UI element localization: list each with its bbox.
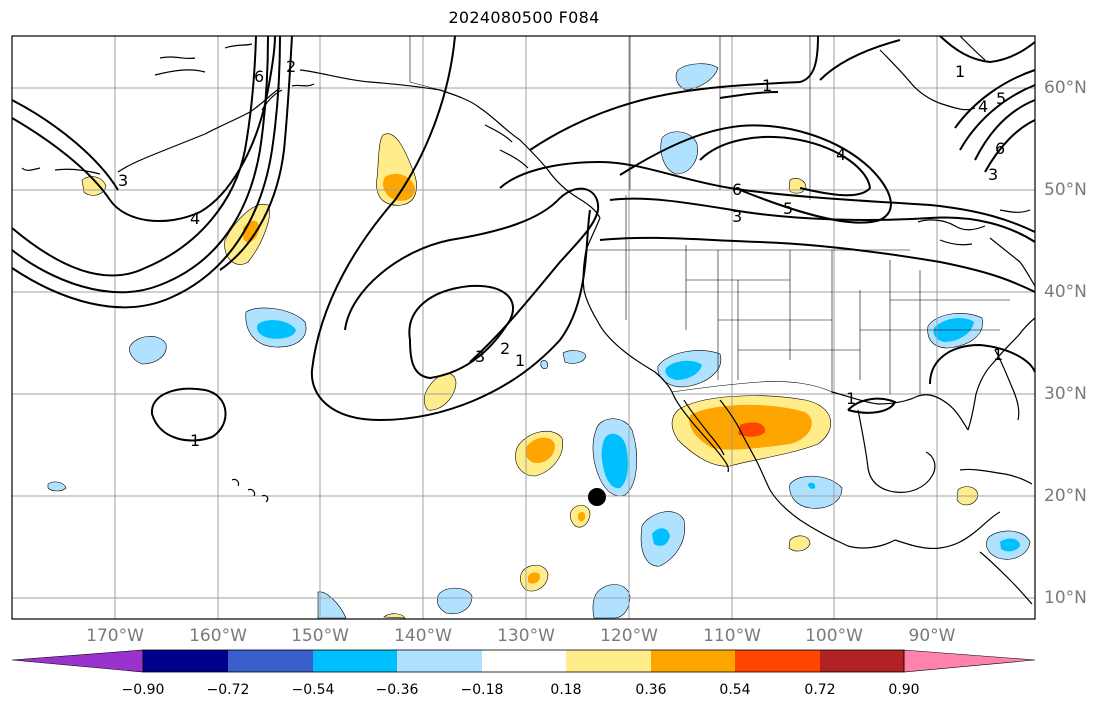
map-title: 2024080500 F084: [448, 8, 600, 27]
negative-anomaly: [652, 528, 670, 546]
contour-label: 3: [732, 207, 742, 226]
longitude-label: 150°W: [291, 626, 349, 646]
contour-label: 2: [500, 339, 510, 358]
contour-label: 3: [988, 165, 998, 184]
colorbar: [11, 649, 1036, 673]
longitude-label: 130°W: [497, 626, 555, 646]
longitude-label: 110°W: [703, 626, 761, 646]
colorbar-tick-label: 0.18: [550, 682, 582, 698]
graticule: [12, 36, 1035, 619]
negative-anomaly: [317, 591, 347, 619]
colorbar-tick-label: 0.36: [635, 682, 667, 698]
longitude-label: 90°W: [908, 626, 956, 646]
latitude-label: 30°N: [1044, 384, 1087, 404]
positive-anomaly: [525, 437, 555, 464]
positive-anomaly: [578, 511, 586, 522]
colorbar-tick-label: −0.90: [121, 682, 165, 698]
storm-position-marker: [588, 488, 606, 506]
colorbar-tick-label: 0.72: [804, 682, 836, 698]
contour-label: 2: [286, 57, 296, 76]
colorbar-tick-label: 0.90: [888, 682, 920, 698]
contour-label: 3: [118, 171, 128, 190]
contour-label: 4: [836, 145, 846, 164]
negative-anomaly: [436, 587, 473, 615]
colorbar-bin: [735, 650, 820, 672]
negative-anomaly: [675, 63, 719, 91]
contour-label: 1: [993, 345, 1003, 364]
positive-anomaly: [738, 422, 766, 437]
colorbar-bin: [143, 650, 228, 672]
longitude-label: 100°W: [805, 626, 863, 646]
colorbar-bin: [651, 650, 735, 672]
contour-label-group: 1 1 1 1 1 1 2 2 3 3 3 3 4 4 4 5 5 6 6 6: [118, 57, 1006, 450]
longitude-label: 120°W: [600, 626, 658, 646]
latitude-label: 10°N: [1044, 588, 1087, 608]
negative-anomaly: [601, 433, 628, 489]
contour-label: 3: [475, 347, 485, 366]
contour-label: 6: [254, 67, 264, 86]
negative-anomaly: [562, 350, 587, 364]
negative-anomaly: [1000, 538, 1020, 552]
positive-anomaly: [423, 373, 457, 411]
contour-label: 5: [996, 89, 1006, 108]
colorbar-bin: [482, 650, 566, 672]
negative-anomaly: [540, 360, 548, 369]
shaded-anomalies: [47, 63, 1031, 619]
contour-label: 6: [995, 139, 1005, 158]
longitude-label: 170°W: [86, 626, 144, 646]
colorbar-frame: [142, 649, 905, 673]
contour-label: 4: [978, 97, 988, 116]
colorbar-bin: [820, 650, 904, 672]
latitude-label: 50°N: [1044, 180, 1087, 200]
contour-label: 6: [732, 180, 742, 199]
negative-anomaly: [808, 482, 816, 489]
negative-anomaly: [257, 320, 296, 339]
contour-label: 1: [846, 389, 856, 408]
colorbar-extend-high: [903, 649, 1036, 673]
negative-anomaly: [660, 131, 698, 175]
longitude-label: 160°W: [189, 626, 247, 646]
map-frame: [11, 35, 1036, 620]
positive-anomaly: [788, 535, 811, 552]
negative-anomaly: [789, 475, 843, 509]
contour-label: 1: [762, 76, 772, 95]
contour-lines: [11, 35, 1036, 442]
positive-anomaly: [788, 178, 807, 194]
negative-anomaly: [129, 336, 167, 365]
colorbar-bin: [397, 650, 482, 672]
colorbar-tick-label: −0.54: [291, 682, 335, 698]
coastlines: [21, 35, 1036, 605]
contour-label: 1: [515, 351, 525, 370]
latitude-label: 20°N: [1044, 486, 1087, 506]
colorbar-bin: [228, 650, 313, 672]
negative-anomaly: [592, 584, 631, 619]
positive-anomaly: [383, 613, 406, 619]
negative-anomaly: [47, 481, 67, 492]
colorbar-tick-label: −0.72: [206, 682, 250, 698]
positive-anomaly: [528, 572, 541, 584]
contour-label: 5: [783, 199, 793, 218]
colorbar-tick-label: −0.36: [375, 682, 419, 698]
contour-label: 4: [190, 209, 200, 228]
colorbar-tick-label: −0.18: [460, 682, 504, 698]
longitude-label: 140°W: [394, 626, 452, 646]
colorbar-tick-label: 0.54: [719, 682, 751, 698]
colorbar-bin: [566, 650, 651, 672]
negative-anomaly: [665, 360, 702, 380]
latitude-label: 60°N: [1044, 78, 1087, 98]
colorbar-extend-low: [11, 649, 144, 673]
colorbar-bin: [313, 650, 397, 672]
latitude-label: 40°N: [1044, 282, 1087, 302]
contour-label: 1: [955, 62, 965, 81]
contour-label: 1: [190, 431, 200, 450]
